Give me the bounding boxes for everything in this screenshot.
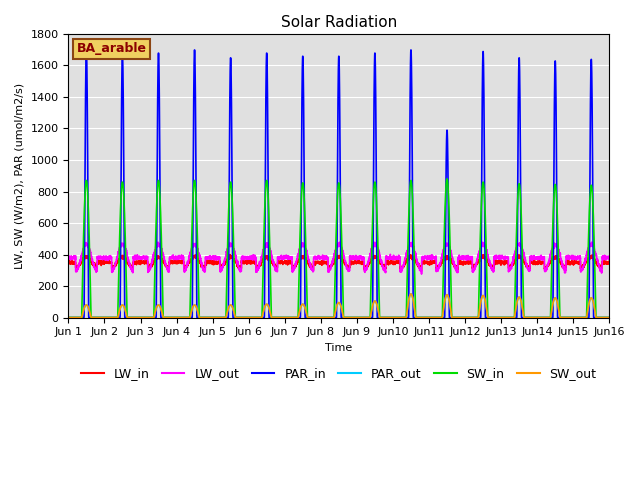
PAR_out <box>605 315 613 321</box>
PAR_in <box>460 315 468 321</box>
PAR_in <box>491 315 499 321</box>
PAR_out <box>407 291 415 297</box>
Text: BA_arable: BA_arable <box>77 42 147 56</box>
Line: SW_in: SW_in <box>68 179 609 318</box>
Line: PAR_in: PAR_in <box>68 50 609 318</box>
SW_out <box>65 315 72 321</box>
LW_in <box>226 252 234 257</box>
LW_out <box>491 253 499 259</box>
PAR_out <box>162 315 170 321</box>
SW_in <box>605 315 613 321</box>
PAR_out <box>605 315 612 321</box>
PAR_in <box>319 315 326 321</box>
SW_out <box>319 315 326 321</box>
LW_out <box>605 256 612 262</box>
LW_out <box>430 254 438 260</box>
SW_out <box>491 315 499 321</box>
PAR_out <box>430 315 438 321</box>
LW_out <box>162 260 170 266</box>
X-axis label: Time: Time <box>325 343 353 353</box>
SW_out <box>430 315 438 321</box>
LW_out <box>319 255 326 261</box>
SW_out <box>605 315 613 321</box>
PAR_in <box>605 315 612 321</box>
PAR_in <box>162 315 170 321</box>
LW_in <box>430 260 438 266</box>
PAR_in <box>83 47 90 53</box>
SW_in <box>460 315 468 321</box>
SW_out <box>605 315 612 321</box>
LW_in <box>65 259 72 265</box>
LW_in <box>319 259 326 264</box>
LW_out <box>605 255 613 261</box>
LW_out <box>588 239 596 245</box>
SW_out <box>407 291 415 297</box>
LW_in <box>605 259 612 264</box>
Line: LW_in: LW_in <box>68 254 609 270</box>
Title: Solar Radiation: Solar Radiation <box>281 15 397 30</box>
SW_in <box>65 315 72 321</box>
SW_in <box>319 315 326 321</box>
LW_in <box>605 260 613 265</box>
LW_out <box>460 255 468 261</box>
PAR_out <box>491 315 499 321</box>
SW_out <box>460 315 468 321</box>
LW_in <box>434 267 442 273</box>
Line: PAR_out: PAR_out <box>68 294 609 318</box>
SW_in <box>491 315 499 321</box>
LW_in <box>491 262 499 268</box>
SW_in <box>430 315 438 321</box>
PAR_out <box>65 315 72 321</box>
LW_out <box>418 271 426 277</box>
PAR_in <box>605 315 613 321</box>
PAR_out <box>319 315 326 321</box>
SW_in <box>443 176 451 182</box>
PAR_out <box>460 315 468 321</box>
LW_in <box>460 260 468 266</box>
Line: SW_out: SW_out <box>68 294 609 318</box>
Y-axis label: LW, SW (W/m2), PAR (umol/m2/s): LW, SW (W/m2), PAR (umol/m2/s) <box>15 83 25 269</box>
SW_in <box>162 315 170 321</box>
LW_in <box>162 263 170 269</box>
Legend: LW_in, LW_out, PAR_in, PAR_out, SW_in, SW_out: LW_in, LW_out, PAR_in, PAR_out, SW_in, S… <box>76 362 602 385</box>
PAR_in <box>430 315 438 321</box>
LW_out <box>65 255 72 261</box>
SW_out <box>162 315 170 321</box>
SW_in <box>605 315 612 321</box>
PAR_in <box>65 315 72 321</box>
Line: LW_out: LW_out <box>68 242 609 274</box>
